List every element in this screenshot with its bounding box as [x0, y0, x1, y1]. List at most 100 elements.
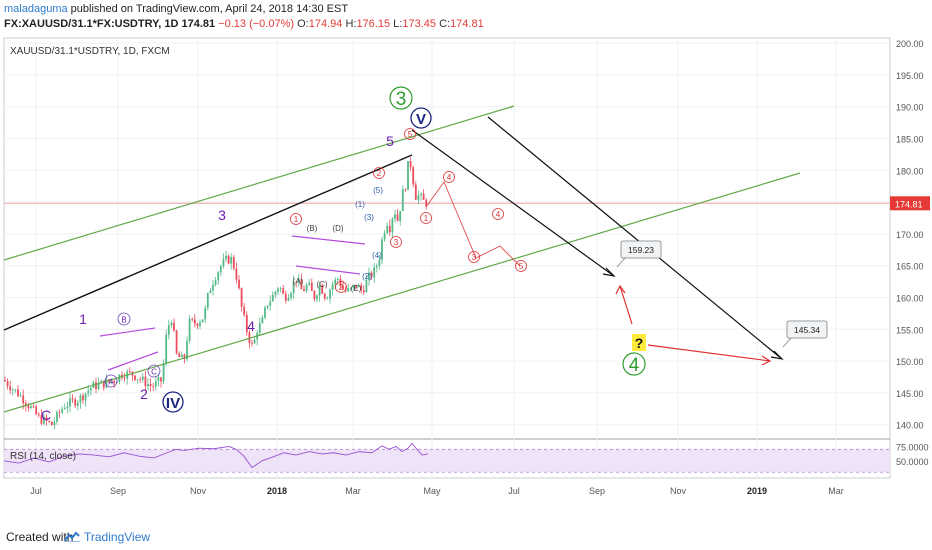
y-tick-label: 180.00: [896, 166, 924, 176]
candle-body: [264, 307, 266, 318]
y-tick-label: 185.00: [896, 135, 924, 145]
y-tick-label: 165.00: [896, 262, 924, 272]
candle-body: [243, 306, 246, 315]
x-tick-label: 2019: [747, 486, 767, 496]
candle-body: [261, 317, 264, 324]
wave-label-blue: (1): [355, 200, 365, 209]
candle-body: [178, 353, 181, 358]
candle-body: [61, 408, 64, 413]
candle-body: [245, 314, 248, 333]
candle-body: [123, 377, 126, 379]
wave-label: B: [121, 316, 126, 325]
wave-label-navy: IV: [166, 395, 180, 412]
target-callout: [620, 240, 662, 259]
candle-body: [238, 279, 240, 289]
candle-body: [347, 288, 350, 292]
wave-label-gray: (D): [332, 224, 343, 233]
candle-body: [305, 284, 308, 291]
candle-body: [378, 260, 381, 266]
wave-label-red: 2: [339, 283, 344, 292]
candle-body: [217, 272, 220, 281]
candle-body: [82, 395, 84, 401]
candle-body: [401, 189, 404, 211]
tradingview-brand-link[interactable]: TradingView: [84, 530, 151, 544]
x-tick-label: Mar: [345, 486, 361, 496]
wave-label: 5: [386, 133, 394, 149]
x-tick-label: May: [423, 486, 441, 496]
x-tick-label: 2018: [267, 486, 287, 496]
candle-body: [284, 293, 287, 301]
wave-label-green: 4: [629, 355, 640, 376]
wave-circle-red: [404, 128, 416, 140]
candle-body: [76, 402, 79, 406]
low-label: L:: [393, 18, 403, 30]
candle-body: [425, 199, 428, 207]
candle-body: [32, 406, 35, 408]
candle-body: [6, 381, 9, 387]
y-tick-label: 170.00: [896, 230, 924, 240]
footer: Created with TradingView: [0, 520, 932, 550]
candle-body: [396, 214, 399, 221]
symbol-label: XAUUSD/31.1*USDTRY, 1D, FXCM: [10, 46, 170, 57]
red-arrow-right: [647, 344, 771, 362]
candle-body: [58, 412, 61, 413]
wave-label-red: 3: [394, 238, 399, 247]
candle-body: [188, 318, 191, 341]
wave-circle-red: [373, 167, 385, 179]
rsi-line: [3, 442, 429, 469]
y-tick-label: 150.00: [896, 357, 924, 367]
arrowhead: [761, 355, 772, 366]
rsi-band: [4, 449, 890, 473]
candle-body: [48, 421, 51, 422]
wave-label-red: 1: [424, 214, 429, 223]
arrowhead: [770, 350, 784, 360]
zigzag-projection: [425, 181, 521, 267]
price-chart[interactable]: 159.23 145.34 1 2 3 4 5 C A B C 3 4 V IV 1 2 3 4 5 4 2 3 5 1 (1)…: [0, 34, 932, 520]
candle-body: [248, 332, 251, 344]
candle-body: [89, 388, 92, 391]
x-tick-label: Nov: [670, 486, 687, 496]
candle-body: [128, 371, 131, 373]
candle-body: [186, 340, 188, 360]
candle-body: [253, 339, 256, 344]
wave-circle-red: [335, 281, 347, 293]
y-tick-label: 200.00: [896, 39, 924, 49]
candle-body: [30, 406, 32, 409]
candle-body: [175, 330, 178, 354]
candle-body: [269, 301, 272, 306]
candle-body: [87, 390, 90, 394]
wave-label-gray: (E): [351, 284, 362, 293]
wave-label-red: 3: [472, 253, 477, 262]
price-change: −0.13 (−0.07%): [218, 18, 295, 30]
candle-body: [100, 380, 103, 384]
candle-body: [95, 382, 97, 389]
axes: 140.00 145.00 150.00 155.00 160.00 165.00 170.…: [30, 39, 930, 496]
wave-label-blue: (4): [372, 251, 382, 260]
author-name[interactable]: maladaguma: [4, 3, 68, 15]
candle-body: [209, 290, 212, 294]
rsi-tick-label: 75.0000: [896, 442, 929, 452]
candle-body: [4, 380, 6, 382]
candle-body: [102, 380, 105, 388]
x-tick-label: Sep: [589, 486, 605, 496]
wave-label-blue: (5): [373, 186, 383, 195]
candle-body: [232, 257, 235, 269]
candle-body: [352, 284, 355, 288]
wave-labels: 1 2 3 4 5 C A B C 3 4 V IV 1 2 3 4 5 4 2 3 5 1 (1) (2) (3) (4) (5) (…: [41, 86, 646, 423]
rsi-pane: [3, 442, 890, 473]
candle-body: [282, 288, 285, 294]
candle-body: [9, 386, 12, 391]
candle-body: [225, 255, 227, 260]
candle-body: [357, 285, 360, 287]
candle-body: [191, 318, 194, 320]
candle-body: [329, 289, 331, 299]
candle-body: [360, 285, 363, 291]
candle-body: [43, 416, 45, 424]
candle-body: [375, 265, 378, 268]
drawings: 159.23 145.34: [3, 105, 828, 413]
candle-body: [219, 266, 222, 273]
candle-body: [214, 280, 217, 285]
wave-circle-red: [290, 213, 302, 225]
candle-body: [240, 288, 243, 307]
close-label: C:: [439, 18, 451, 30]
